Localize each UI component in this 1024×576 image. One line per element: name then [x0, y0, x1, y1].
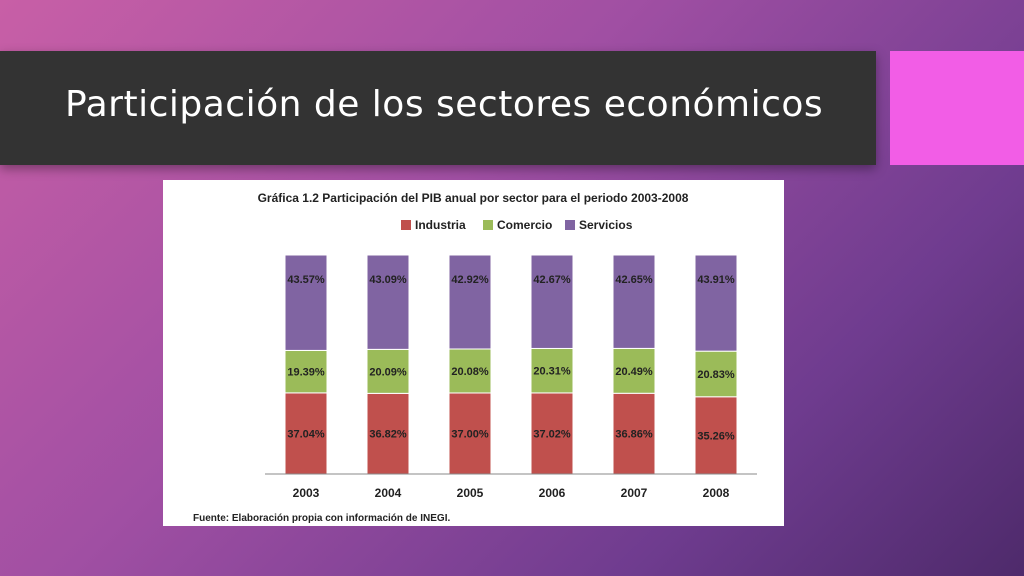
data-label-servicios-2007: 42.65% [615, 274, 653, 286]
bar-industria-2006 [530, 392, 574, 475]
x-tick-label-2003: 2003 [293, 486, 320, 500]
x-tick-label-2008: 2008 [703, 486, 730, 500]
data-label-servicios-2005: 42.92% [451, 274, 489, 286]
data-label-comercio-2006: 20.31% [533, 366, 571, 378]
data-label-industria-2005: 37.00% [451, 428, 489, 440]
legend-swatch-comercio [483, 220, 493, 230]
data-label-servicios-2003: 43.57% [287, 274, 325, 286]
legend-label-comercio: Comercio [497, 218, 552, 232]
data-label-comercio-2005: 20.08% [451, 366, 489, 378]
data-label-servicios-2008: 43.91% [697, 274, 735, 286]
chart-panel: Gráfica 1.2 Participación del PIB anual … [163, 180, 784, 526]
bar-comercio-2008 [694, 350, 738, 398]
legend-swatch-servicios [565, 220, 575, 230]
title-bar [0, 51, 876, 165]
x-tick-label-2007: 2007 [621, 486, 648, 500]
data-label-industria-2004: 36.82% [369, 429, 407, 441]
bar-industria-2003 [284, 392, 328, 475]
data-label-comercio-2004: 20.09% [369, 366, 407, 378]
data-label-industria-2003: 37.04% [287, 428, 325, 440]
x-tick-label-2005: 2005 [457, 486, 484, 500]
x-tick-label-2004: 2004 [375, 486, 402, 500]
bar-servicios-2008 [694, 254, 738, 352]
bar-comercio-2004 [366, 348, 410, 394]
data-label-servicios-2004: 43.09% [369, 274, 407, 286]
bar-industria-2004 [366, 392, 410, 475]
x-tick-label-2006: 2006 [539, 486, 566, 500]
legend-swatch-industria [401, 220, 411, 230]
data-label-servicios-2006: 42.67% [533, 274, 571, 286]
data-label-industria-2007: 36.86% [615, 429, 653, 441]
bar-servicios-2007 [612, 254, 656, 349]
data-label-industria-2008: 35.26% [697, 430, 735, 442]
bar-comercio-2005 [448, 348, 492, 394]
bar-servicios-2004 [366, 254, 410, 350]
bar-comercio-2006 [530, 347, 574, 394]
bar-servicios-2005 [448, 254, 492, 350]
chart-title: Gráfica 1.2 Participación del PIB anual … [258, 191, 689, 205]
data-label-industria-2006: 37.02% [533, 428, 571, 440]
data-label-comercio-2007: 20.49% [615, 366, 653, 378]
chart-source-note: Fuente: Elaboración propia con informaci… [193, 513, 450, 524]
accent-square [890, 51, 1024, 165]
slide-title: Participación de los sectores económicos [65, 84, 824, 125]
bar-servicios-2003 [284, 254, 328, 351]
legend-label-industria: Industria [415, 218, 466, 232]
data-label-comercio-2003: 19.39% [287, 367, 325, 379]
bar-industria-2007 [612, 392, 656, 475]
legend-label-servicios: Servicios [579, 218, 633, 232]
data-label-comercio-2008: 20.83% [697, 369, 735, 381]
stacked-bar-chart: Gráfica 1.2 Participación del PIB anual … [193, 191, 757, 524]
bar-servicios-2006 [530, 254, 574, 349]
